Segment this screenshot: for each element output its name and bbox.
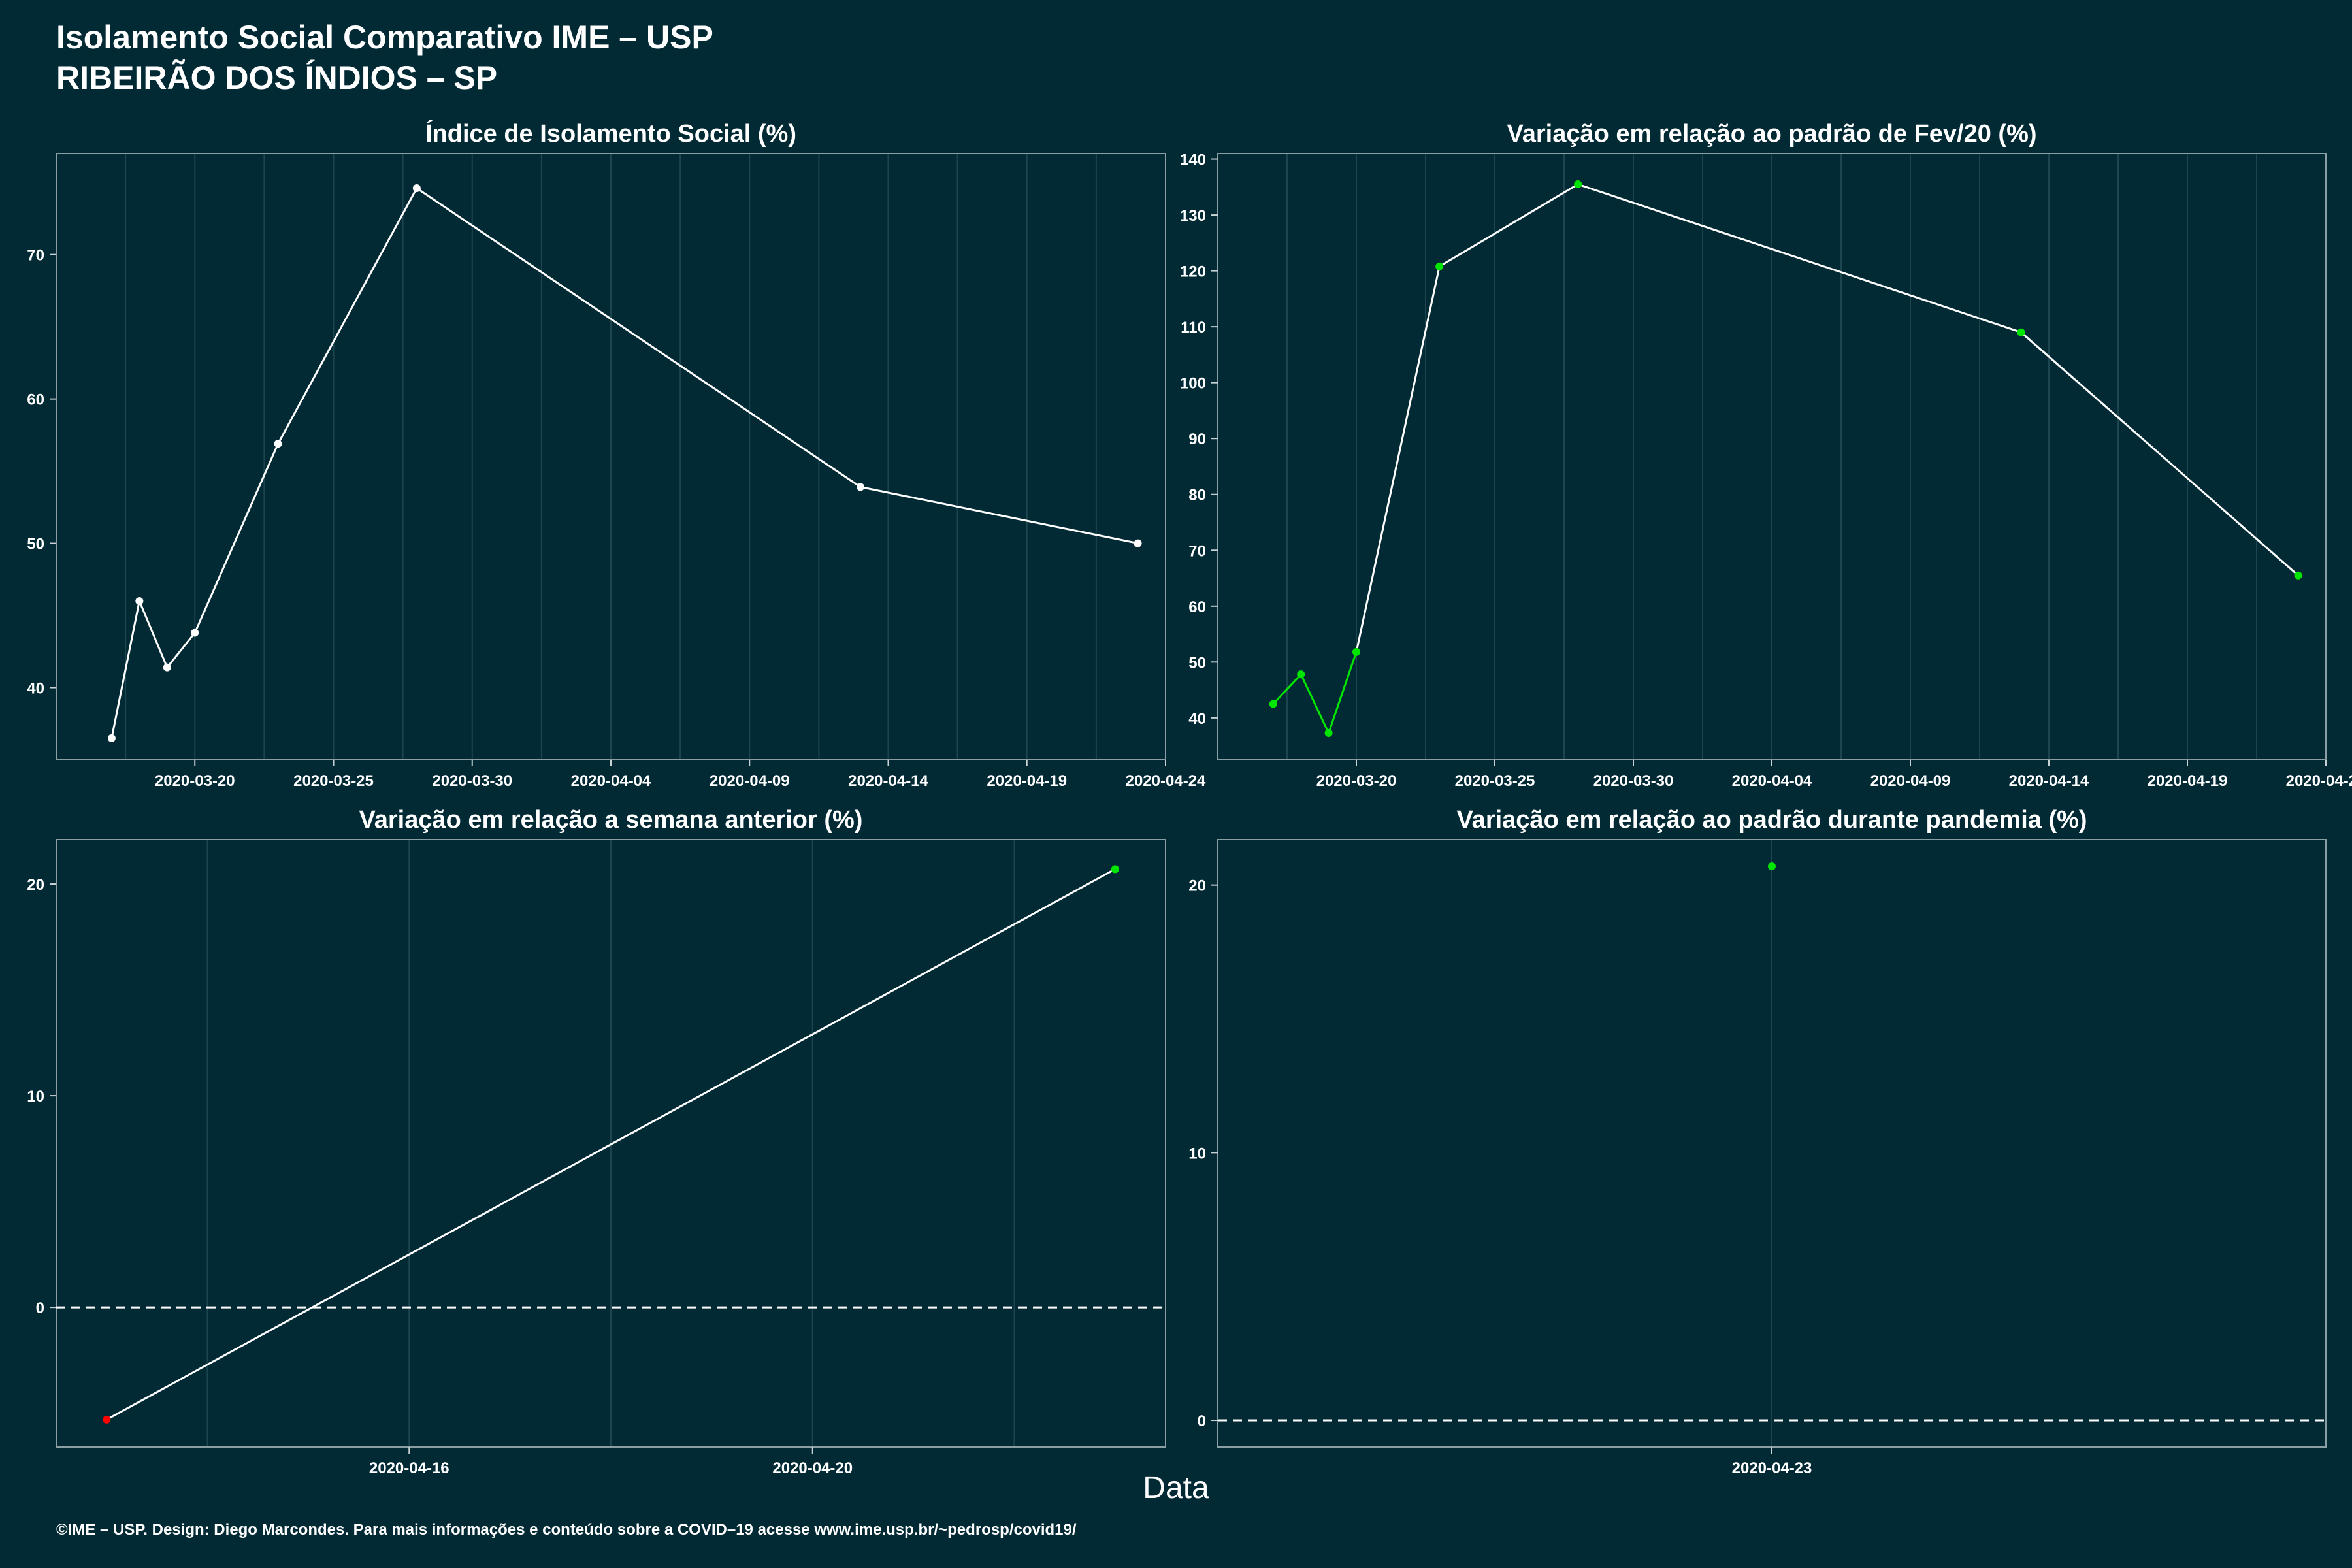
chart-title: Variação em relação ao padrão de Fev/20 …	[1507, 120, 2036, 148]
data-point	[2017, 328, 2025, 336]
chart-pandemia: Variação em relação ao padrão durante pa…	[1188, 806, 2327, 1477]
series-line-segment	[193, 443, 279, 634]
chart-fev20: Variação em relação ao padrão de Fev/20 …	[1180, 120, 2352, 790]
x-tick-label: 2020-04-16	[369, 1460, 449, 1477]
data-point	[1269, 700, 1277, 708]
x-tick-label: 2020-04-04	[1732, 772, 1812, 790]
y-tick-label: 20	[27, 876, 44, 894]
series-line-segment	[1439, 183, 1578, 268]
data-point	[1134, 539, 1142, 547]
y-tick-label: 20	[1188, 877, 1206, 895]
x-tick-label: 2020-04-09	[1870, 772, 1951, 790]
data-point	[1768, 862, 1776, 870]
series-line-segment	[1299, 674, 1330, 734]
x-tick-label: 2020-03-25	[1455, 772, 1535, 790]
data-point	[412, 184, 421, 193]
y-tick-label: 100	[1180, 375, 1206, 393]
x-tick-label: 2020-03-30	[432, 772, 512, 790]
y-tick-label: 10	[1188, 1145, 1206, 1162]
y-tick-label: 90	[1188, 431, 1206, 448]
y-tick-label: 140	[1180, 152, 1206, 169]
series-line-segment	[106, 868, 1116, 1421]
y-tick-label: 120	[1180, 263, 1206, 281]
data-point	[191, 629, 199, 637]
x-tick-label: 2020-04-14	[848, 772, 928, 790]
series-line-segment	[416, 187, 861, 488]
y-tick-label: 70	[1188, 542, 1206, 560]
series-line-segment	[166, 632, 196, 668]
data-point	[1297, 670, 1305, 679]
series-line-segment	[2020, 331, 2299, 576]
data-point	[1435, 262, 1444, 270]
panel-border	[56, 839, 1166, 1448]
data-point	[274, 440, 282, 448]
page-title: Isolamento Social Comparativo IME – USP	[56, 19, 713, 56]
x-tick-label: 2020-04-14	[2009, 772, 2089, 790]
x-tick-label: 2020-04-23	[1732, 1460, 1812, 1477]
data-point	[1324, 728, 1333, 737]
x-tick-label: 2020-04-04	[571, 772, 651, 790]
chart-title: Variação em relação ao padrão durante pa…	[1456, 806, 2087, 834]
y-tick-label: 10	[27, 1088, 44, 1105]
title-block: Isolamento Social Comparativo IME – USP …	[56, 17, 713, 98]
series-line-segment	[1272, 674, 1302, 705]
y-tick-label: 0	[1198, 1413, 1206, 1430]
x-tick-label: 2020-04-24	[1126, 772, 1206, 790]
data-point	[107, 734, 116, 742]
data-point	[163, 663, 171, 672]
x-tick-label: 2020-04-19	[2148, 772, 2228, 790]
series-line-segment	[138, 600, 169, 668]
series-line-segment	[1355, 266, 1441, 653]
y-tick-label: 110	[1181, 319, 1206, 336]
y-tick-label: 60	[27, 391, 44, 409]
x-tick-label: 2020-03-20	[155, 772, 235, 790]
series-line-segment	[1328, 651, 1358, 734]
chart-isolamento: Índice de Isolamento Social (%) 2020-03-2…	[27, 119, 1206, 790]
data-point	[2294, 571, 2302, 580]
x-tick-label: 2020-03-20	[1316, 772, 1397, 790]
x-tick-label: 2020-04-09	[710, 772, 790, 790]
series-line-segment	[1577, 183, 2022, 334]
data-point	[135, 596, 144, 605]
footer-credits: ©IME – USP. Design: Diego Marcondes. Par…	[56, 1521, 1077, 1539]
x-tick-label: 2020-03-30	[1593, 772, 1674, 790]
data-point	[1574, 180, 1582, 189]
y-tick-label: 60	[1188, 598, 1206, 616]
y-tick-label: 0	[36, 1299, 44, 1317]
x-axis-common-label: Data	[1143, 1471, 1209, 1505]
series-line-segment	[110, 600, 140, 739]
x-tick-label: 2020-04-24	[2286, 772, 2352, 790]
y-tick-label: 80	[1188, 487, 1206, 504]
data-point	[1352, 647, 1360, 656]
data-point	[1111, 865, 1119, 874]
chart-title: Variação em relação a semana anterior (%…	[359, 806, 863, 834]
x-tick-label: 2020-04-20	[772, 1460, 853, 1477]
y-tick-label: 40	[1188, 710, 1206, 728]
y-tick-label: 50	[1188, 654, 1206, 672]
series-line-segment	[277, 188, 418, 444]
x-tick-label: 2020-04-19	[987, 772, 1067, 790]
y-tick-label: 40	[27, 680, 44, 698]
y-tick-label: 130	[1180, 207, 1206, 225]
data-point	[103, 1415, 111, 1424]
y-tick-label: 70	[27, 247, 44, 265]
page-subtitle: RIBEIRÃO DOS ÍNDIOS – SP	[56, 59, 498, 96]
y-tick-label: 50	[27, 536, 44, 553]
chart-title: Índice de Isolamento Social (%)	[425, 119, 796, 148]
series-line-segment	[860, 485, 1138, 545]
chart-semana: Variação em relação a semana anterior (%…	[27, 806, 1166, 1477]
x-tick-label: 2020-03-25	[293, 772, 374, 790]
data-point	[857, 483, 865, 491]
